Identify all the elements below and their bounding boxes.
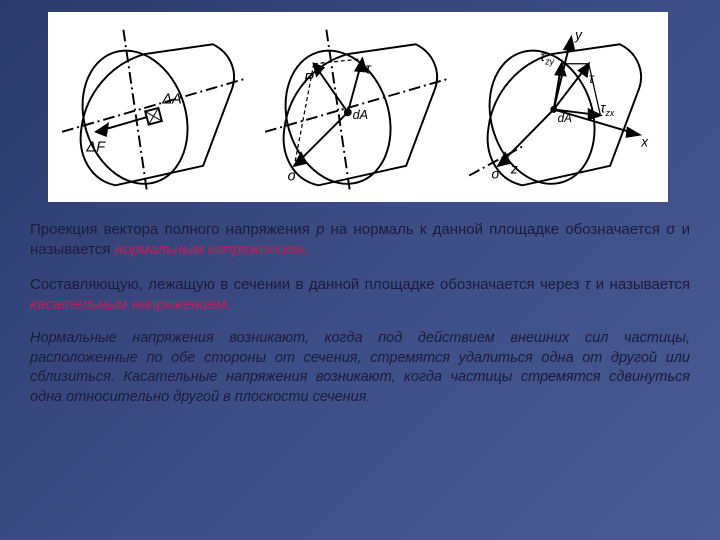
label-dA: ΔA: [161, 91, 182, 107]
paragraph-2: Составляющую, лежащую в сечении в данной…: [30, 275, 690, 316]
p1-end: .: [303, 241, 307, 258]
label-sigma: σ: [288, 168, 298, 184]
label-tau3: τ: [589, 71, 595, 86]
label-dA2: dA: [353, 108, 368, 122]
p2-end: .: [226, 296, 230, 313]
axis-x: x: [640, 134, 649, 149]
p1-text-a: Проекция вектора полного напряжения: [30, 221, 316, 238]
p2-highlight: касательным напряжением: [30, 296, 226, 313]
label-P: P: [305, 71, 315, 87]
figure-1: ΔA ΔF: [57, 20, 252, 195]
paragraph-3: Нормальные напряжения возникают, когда п…: [30, 329, 690, 407]
label-tzy: τzy: [540, 48, 554, 66]
figure-2: P τ σ dA: [260, 20, 455, 195]
axis-y: y: [574, 27, 583, 42]
figure-strip: ΔA ΔF P τ σ dA: [48, 12, 668, 202]
label-sigma3: σ: [491, 166, 500, 181]
p2-text-b: и называется: [590, 276, 690, 293]
label-dF: ΔF: [86, 139, 107, 155]
p2-text-a: Составляющую, лежащую в сечении в данной…: [30, 276, 585, 293]
paragraph-1: Проекция вектора полного напряжения p на…: [30, 220, 690, 261]
axis-z: z: [510, 161, 518, 176]
figure-3: x y z τzy τ τzx σ dA: [464, 20, 659, 195]
label-dA3: dA: [557, 112, 571, 125]
p1-highlight: нормальным напряжением: [115, 241, 303, 258]
